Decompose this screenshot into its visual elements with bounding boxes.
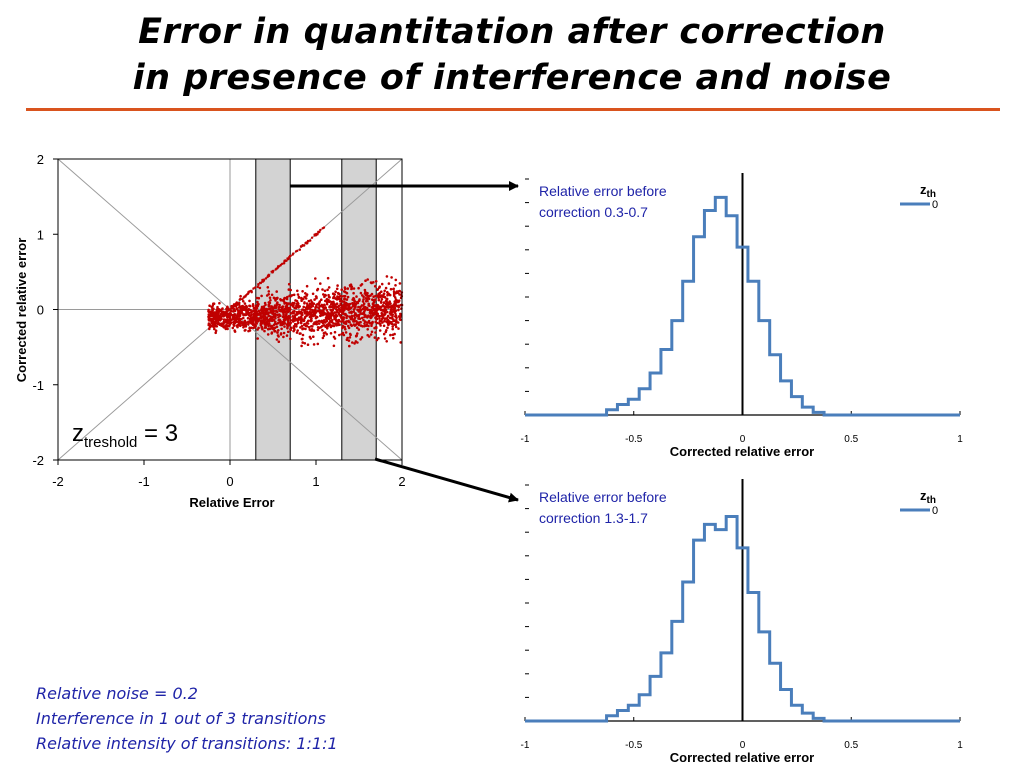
scatter-points — [207, 226, 404, 348]
y-tick-label: 1 — [37, 227, 44, 242]
slide-title-line-2: in presence of interference and noise — [132, 58, 892, 98]
x-tick-label: 1 — [957, 434, 963, 445]
y-tick-label: -1 — [32, 378, 44, 393]
slide-title-line-1: Error in quantitation after correction — [138, 12, 886, 52]
x-tick-label: 0 — [740, 434, 746, 445]
threshold-annotation-rest: = 3 — [137, 420, 178, 447]
y-tick-label: 2 — [37, 152, 44, 167]
y-tick-label: -2 — [32, 453, 44, 468]
annotation-line-2: correction 0.3-0.7 — [539, 204, 648, 220]
x-tick-label: -2 — [52, 474, 64, 489]
title-underline — [26, 108, 1000, 111]
scatter-x-axis-title: Relative Error — [189, 495, 274, 510]
x-tick-label: 0.5 — [844, 434, 858, 445]
histogram-bottom: -1 -0.5 0 0.5 1 Relative error before correc… — [521, 479, 963, 765]
legend-title-sub: th — [927, 189, 936, 200]
series-line — [525, 195, 960, 417]
note-relative-noise: Relative noise = 0.2 — [36, 684, 198, 703]
x-tick-label: 2 — [398, 474, 405, 489]
y-tick-label: 0 — [37, 303, 44, 318]
legend-title-main: z — [920, 488, 927, 503]
x-tick-label: 1 — [957, 740, 963, 751]
x-tick-label: 0.5 — [844, 740, 858, 751]
threshold-annotation: ztreshold = 3 — [72, 420, 178, 451]
x-tick-label: -1 — [138, 474, 150, 489]
x-tick-label: -1 — [521, 740, 530, 751]
annotation-line-1: Relative error before — [539, 489, 667, 505]
annotation-line-2: correction 1.3-1.7 — [539, 510, 648, 526]
legend-title-sub: th — [927, 495, 936, 506]
x-axis-title: Corrected relative error — [670, 444, 815, 459]
x-tick-label: 0 — [226, 474, 233, 489]
scatter-y-axis-title: Corrected relative error — [14, 238, 29, 383]
series-line — [525, 514, 960, 723]
x-tick-label: 0 — [740, 740, 746, 751]
threshold-annotation-main: z — [72, 420, 84, 447]
x-tick-label: 1 — [312, 474, 319, 489]
legend-title: zth — [920, 488, 936, 506]
x-tick-label: -0.5 — [625, 434, 643, 445]
histogram-top: -1 -0.5 0 0.5 1 Relative error before correc… — [521, 173, 963, 459]
x-tick-label: -1 — [521, 434, 530, 445]
x-tick-label: -0.5 — [625, 740, 643, 751]
note-relative-intensity: Relative intensity of transitions: 1:1:1 — [36, 734, 338, 753]
x-axis-title: Corrected relative error — [670, 750, 815, 765]
legend-title-main: z — [920, 182, 927, 197]
legend-entry: 0 — [932, 505, 938, 517]
note-interference: Interference in 1 out of 3 transitions — [36, 709, 326, 728]
scatter-chart: -2 -1 0 1 2 2 1 0 -1 -2 Relative Error Corrected … — [14, 152, 406, 510]
legend-entry: 0 — [932, 199, 938, 211]
annotation-line-1: Relative error before — [539, 183, 667, 199]
legend-title: zth — [920, 182, 936, 200]
arrow-to-bottom-histogram — [374, 457, 519, 503]
threshold-annotation-sub: treshold — [84, 434, 137, 451]
